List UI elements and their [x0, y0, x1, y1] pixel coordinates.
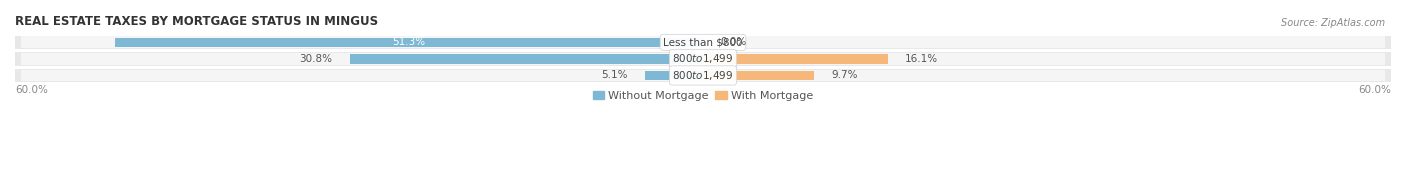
Text: 9.7%: 9.7% [831, 71, 858, 81]
Bar [21, 53, 1385, 65]
Bar [115, 38, 703, 47]
Bar [703, 71, 814, 80]
Text: Less than $800: Less than $800 [664, 37, 742, 47]
Bar [644, 71, 703, 80]
Text: 60.0%: 60.0% [1358, 85, 1391, 95]
Bar [21, 70, 1385, 81]
Text: REAL ESTATE TAXES BY MORTGAGE STATUS IN MINGUS: REAL ESTATE TAXES BY MORTGAGE STATUS IN … [15, 15, 378, 28]
Legend: Without Mortgage, With Mortgage: Without Mortgage, With Mortgage [588, 87, 818, 106]
Text: 51.3%: 51.3% [392, 37, 426, 47]
Text: 30.8%: 30.8% [299, 54, 333, 64]
Text: $800 to $1,499: $800 to $1,499 [672, 69, 734, 82]
Bar [350, 54, 703, 64]
Bar [21, 36, 1385, 48]
Text: 0.0%: 0.0% [720, 37, 747, 47]
Bar [15, 52, 1391, 66]
Bar [15, 36, 1391, 49]
Text: 60.0%: 60.0% [15, 85, 48, 95]
Text: Source: ZipAtlas.com: Source: ZipAtlas.com [1281, 18, 1385, 28]
Text: 5.1%: 5.1% [600, 71, 627, 81]
Bar [703, 54, 887, 64]
Bar [15, 69, 1391, 82]
Text: $800 to $1,499: $800 to $1,499 [672, 53, 734, 65]
Text: 16.1%: 16.1% [905, 54, 938, 64]
